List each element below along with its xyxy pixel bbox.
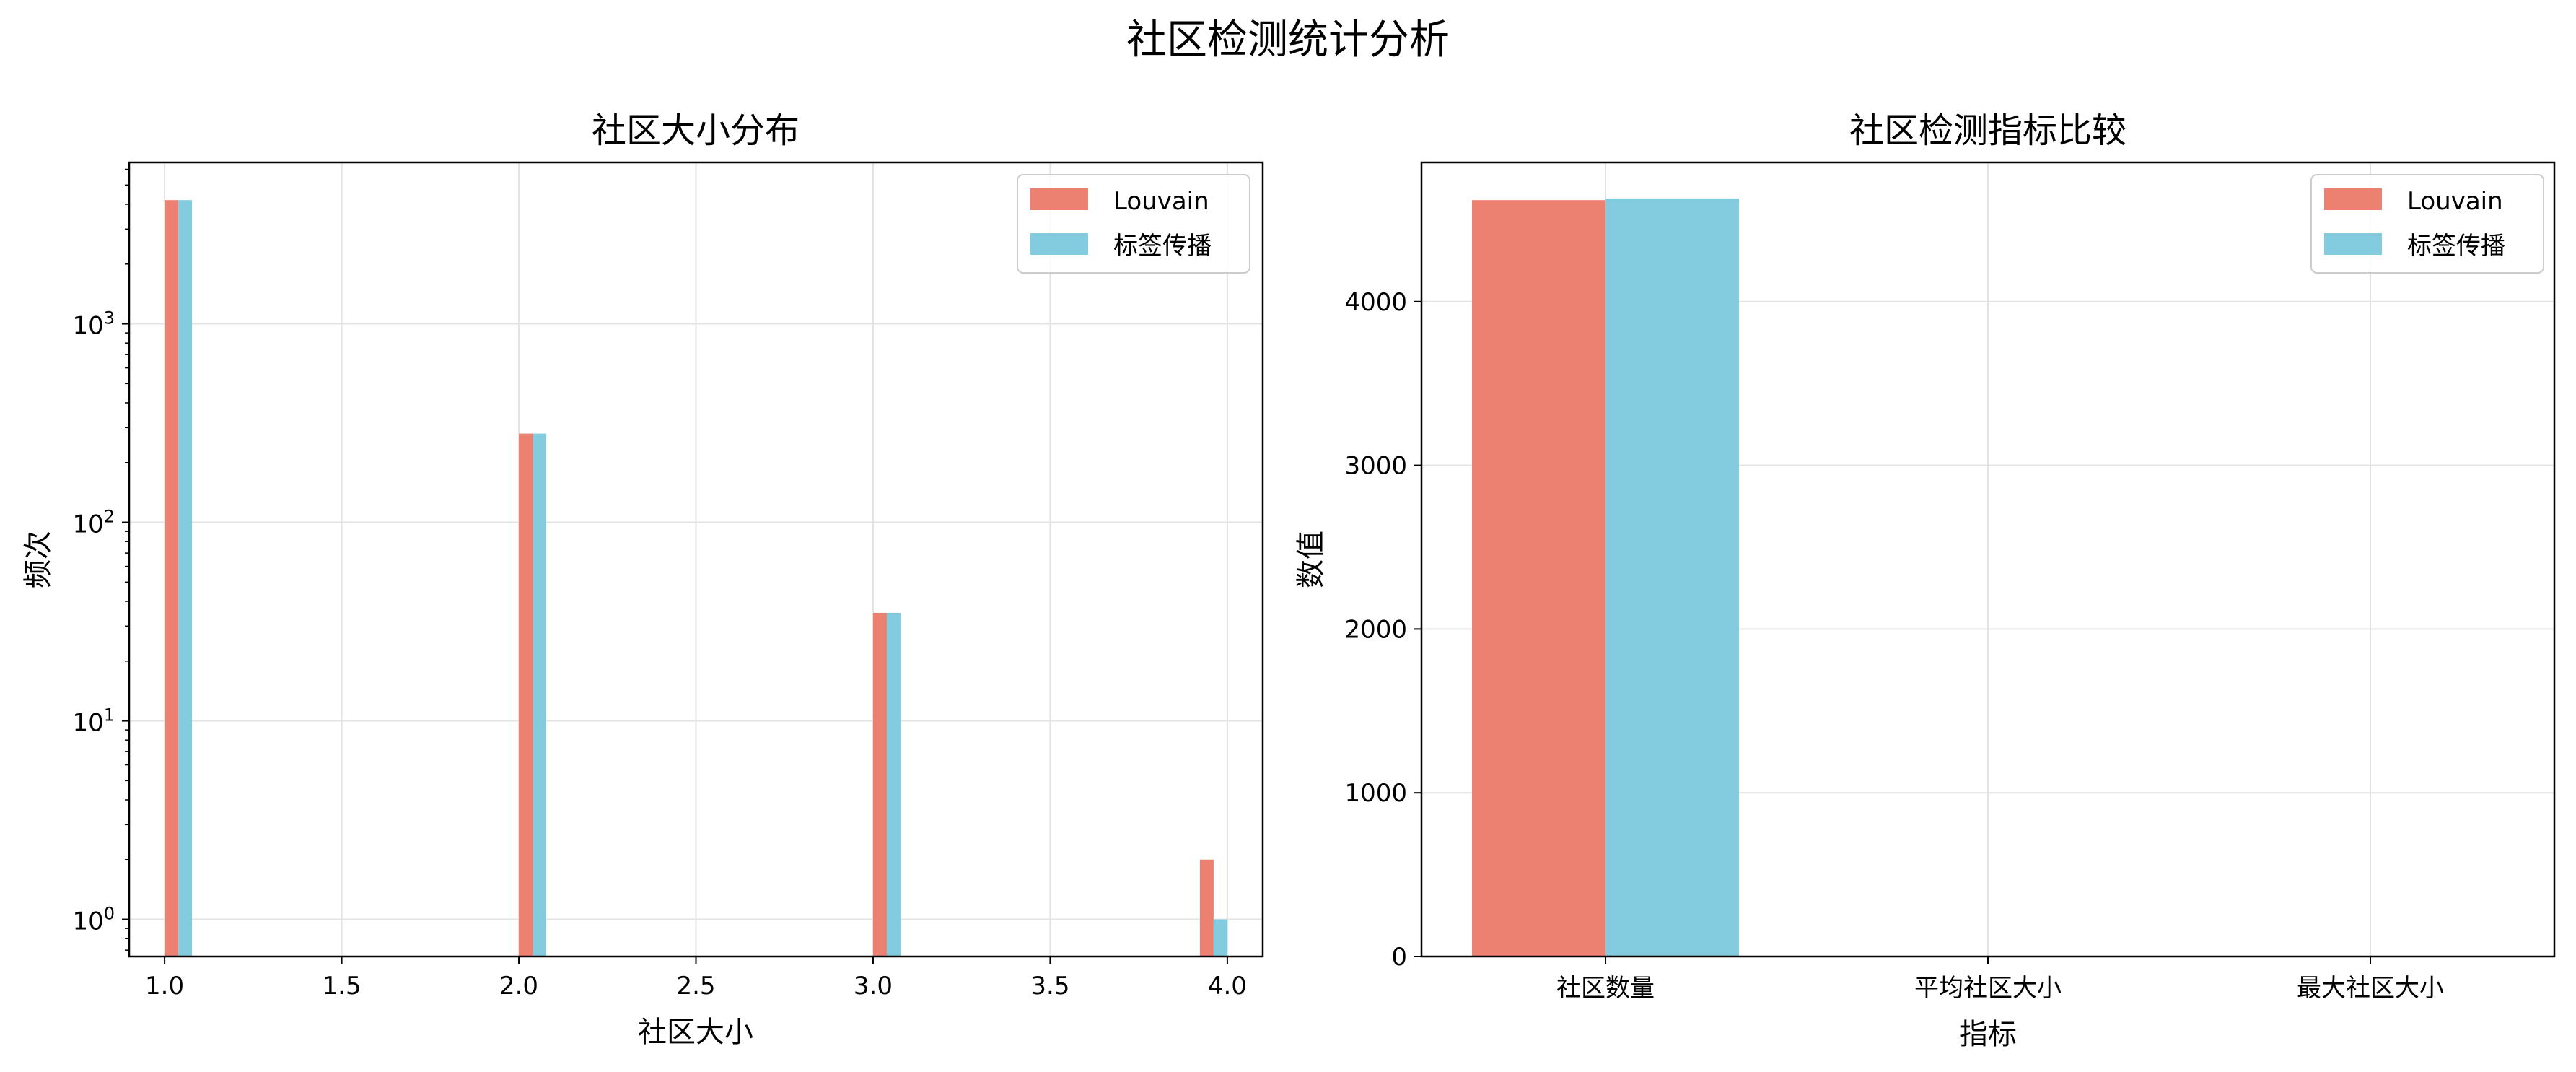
x-tick-label: 4.0: [1208, 972, 1247, 1001]
y-tick-label: 102: [72, 507, 115, 539]
bar-label_propagation-4: [1213, 919, 1227, 956]
x-tick-label: 平均社区大小: [1914, 974, 2062, 1003]
y-tick-label: 4000: [1344, 288, 1407, 317]
x-tick-label: 3.5: [1030, 972, 1069, 1001]
legend-label-louvain: Louvain: [1113, 187, 1209, 216]
x-tick-label: 1.0: [145, 972, 184, 1001]
x-ticks: 1.0 1.5 2.0 2.5 3.0 3.5 4.0: [145, 956, 1247, 1001]
bars: [1472, 198, 2504, 957]
y-axis-label: 频次: [22, 531, 55, 588]
panel-community-size: 社区大小分布 1.0 1.5 2.0 2.5 3.0 3.5 4.0 10010110210…: [22, 110, 1264, 1049]
legend: Louvain 标签传播: [2310, 174, 2544, 274]
x-tick-label: 3.0: [854, 972, 893, 1001]
y-tick-label: 2000: [1344, 615, 1407, 644]
x-axis-label: 指标: [1959, 1018, 2017, 1051]
y-tick-label: 3000: [1344, 452, 1407, 481]
x-tick-label: 最大社区大小: [2297, 974, 2444, 1003]
legend-swatch-label-propagation: [2324, 233, 2382, 255]
x-tick-label: 2.5: [676, 972, 715, 1001]
legend-label-label-propagation: 标签传播: [1113, 232, 1212, 261]
bar-louvain-3: [872, 612, 887, 956]
x-tick-label: 社区数量: [1556, 974, 1655, 1003]
legend: Louvain 标签传播: [1017, 174, 1250, 274]
x-tick-label: 2.0: [499, 972, 538, 1001]
y-ticks: 100 101 102 103: [72, 168, 129, 951]
y-tick-label: 1000: [1344, 779, 1407, 808]
x-ticks: 社区数量 平均社区大小 最大社区大小: [1556, 956, 2444, 1003]
y-axis-label: 数值: [1294, 531, 1328, 588]
grid: [129, 162, 1263, 956]
panel-metric-comparison: 社区检测指标比较 社区数量 平均社区大小 最大社区大小 0 1000 2000 3000 4…: [1294, 110, 2556, 1051]
legend-label-label-propagation: 标签传播: [2407, 232, 2505, 261]
x-tick-label: 1.5: [323, 972, 362, 1001]
bar-louvain-2: [519, 433, 533, 956]
bar-louvain-0: [1472, 200, 1605, 957]
bar-label_propagation-1: [178, 200, 193, 957]
y-tick-label: 103: [72, 308, 115, 341]
x-axis-label: 社区大小: [638, 1016, 753, 1049]
y-tick-label: 100: [72, 904, 115, 936]
bar-label_propagation-2: [533, 433, 547, 956]
bar-label_propagation-3: [886, 612, 901, 956]
bars: [165, 200, 1227, 957]
legend-swatch-label-propagation: [1030, 233, 1088, 255]
y-ticks: 0 1000 2000 3000 4000: [1344, 288, 1421, 972]
chart-title-metric-comparison: 社区检测指标比较: [1849, 110, 2126, 151]
legend-label-louvain: Louvain: [2407, 187, 2503, 216]
chart-title-community-size: 社区大小分布: [592, 110, 799, 151]
figure-title: 社区检测统计分析: [1126, 17, 1450, 64]
y-tick-label: 101: [72, 705, 115, 738]
bar-label_propagation-0: [1605, 198, 1739, 956]
y-tick-label: 0: [1391, 943, 1407, 972]
bar-louvain-1: [165, 200, 179, 957]
legend-swatch-louvain: [2324, 188, 2382, 210]
legend-swatch-louvain: [1030, 188, 1088, 210]
bar-louvain-4: [1199, 859, 1214, 956]
